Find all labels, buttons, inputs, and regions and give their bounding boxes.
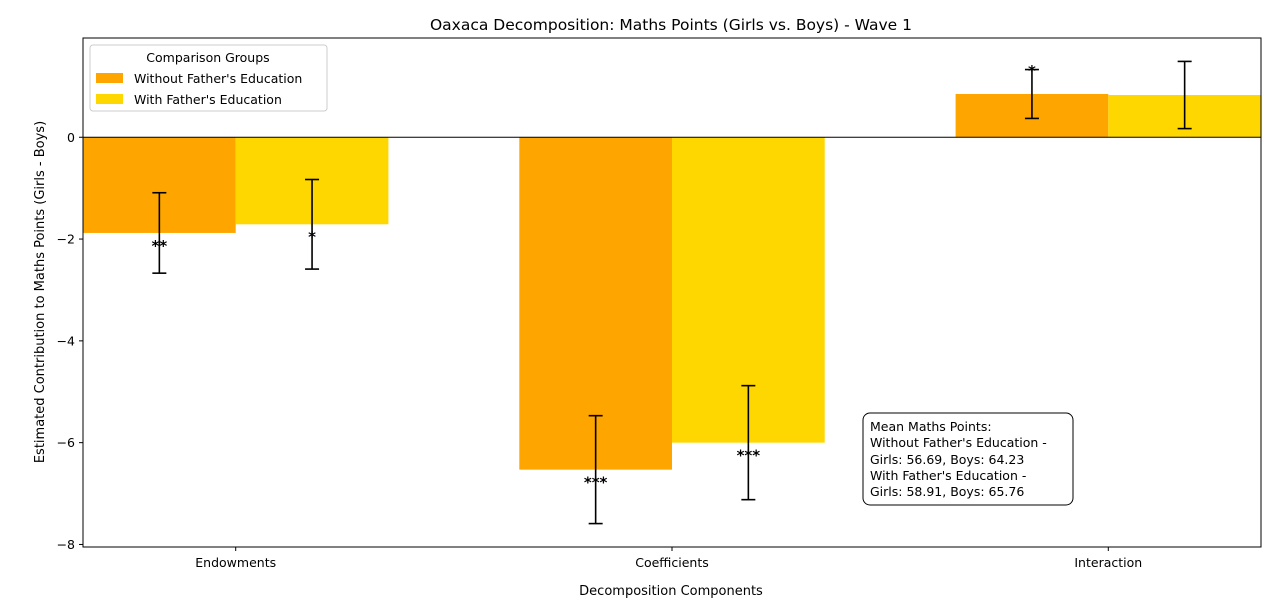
legend-label-without-fathers-education: Without Father's Education	[134, 71, 302, 86]
y-tick-label: −8	[57, 537, 75, 552]
significance-label: ***	[584, 473, 608, 491]
legend-swatch-without-fathers-education	[96, 73, 123, 83]
bars-layer	[83, 93, 1261, 470]
y-axis-title: Estimated Contribution to Maths Points (…	[33, 121, 48, 463]
annotation-line: With Father's Education -	[870, 468, 1026, 483]
significance-label: ***	[737, 446, 761, 464]
x-tick-label: Endowments	[195, 555, 276, 570]
annotation-line: Girls: 56.69, Boys: 64.23	[870, 452, 1024, 467]
bar	[519, 137, 672, 470]
significance-labels-layer: ** ********	[152, 62, 1037, 491]
x-tick-label: Interaction	[1074, 555, 1142, 570]
legend-box	[89, 44, 328, 112]
y-axis-ticks: −8 −6 −4 −2 0	[57, 130, 83, 552]
mean-maths-points-annotation: Mean Maths Points: Without Father's Educ…	[862, 412, 1074, 506]
y-tick-label: −6	[57, 435, 75, 450]
annotation-box	[862, 412, 1074, 506]
chart-title: Oaxaca Decomposition: Maths Points (Girl…	[430, 16, 912, 34]
y-tick-label: −2	[57, 232, 75, 247]
y-tick-label: 0	[67, 130, 75, 145]
x-tick-label: Coefficients	[635, 555, 709, 570]
x-axis-ticks: Endowments Coefficients Interaction	[195, 547, 1142, 570]
significance-label: *	[1028, 62, 1036, 80]
x-axis-title: Decomposition Components	[579, 584, 763, 599]
legend: Comparison Groups Without Father's Educa…	[89, 44, 328, 112]
significance-label: **	[152, 237, 168, 255]
annotation-line: Without Father's Education -	[870, 435, 1047, 450]
legend-label-with-fathers-education: With Father's Education	[134, 92, 282, 107]
error-bars-layer	[152, 60, 1192, 525]
y-tick-label: −4	[57, 333, 75, 348]
significance-label: *	[308, 228, 316, 246]
annotation-line: Mean Maths Points:	[870, 419, 992, 434]
annotation-line: Girls: 58.91, Boys: 65.76	[870, 484, 1024, 499]
legend-swatch-with-fathers-education	[96, 94, 123, 104]
legend-title: Comparison Groups	[146, 50, 269, 65]
